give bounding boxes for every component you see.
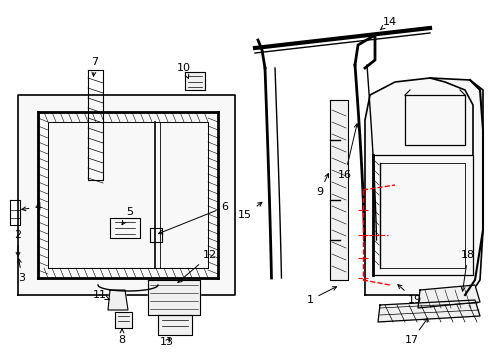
Text: 2: 2: [15, 230, 21, 256]
Text: 1: 1: [306, 287, 336, 305]
Polygon shape: [108, 290, 128, 310]
Polygon shape: [377, 300, 479, 322]
Text: 11: 11: [93, 290, 110, 300]
Polygon shape: [158, 315, 192, 335]
Polygon shape: [148, 280, 200, 315]
Text: 13: 13: [160, 337, 174, 347]
Polygon shape: [18, 95, 235, 295]
Polygon shape: [115, 312, 132, 328]
Text: 6: 6: [158, 202, 228, 234]
Text: 12: 12: [178, 250, 217, 283]
Text: 16: 16: [337, 124, 357, 180]
Text: 3: 3: [18, 259, 25, 283]
Polygon shape: [364, 78, 482, 295]
Polygon shape: [184, 72, 204, 90]
Text: 9: 9: [316, 174, 328, 197]
Text: 15: 15: [238, 202, 262, 220]
Text: 14: 14: [380, 17, 396, 30]
Text: 8: 8: [118, 329, 125, 345]
Text: 17: 17: [404, 318, 427, 345]
Text: 5: 5: [122, 207, 133, 225]
Text: 10: 10: [177, 63, 191, 78]
Text: 18: 18: [460, 250, 474, 291]
Polygon shape: [329, 100, 347, 280]
Polygon shape: [417, 285, 479, 308]
Text: 4: 4: [22, 202, 41, 212]
Text: 19: 19: [397, 285, 421, 305]
Text: 7: 7: [91, 57, 99, 76]
